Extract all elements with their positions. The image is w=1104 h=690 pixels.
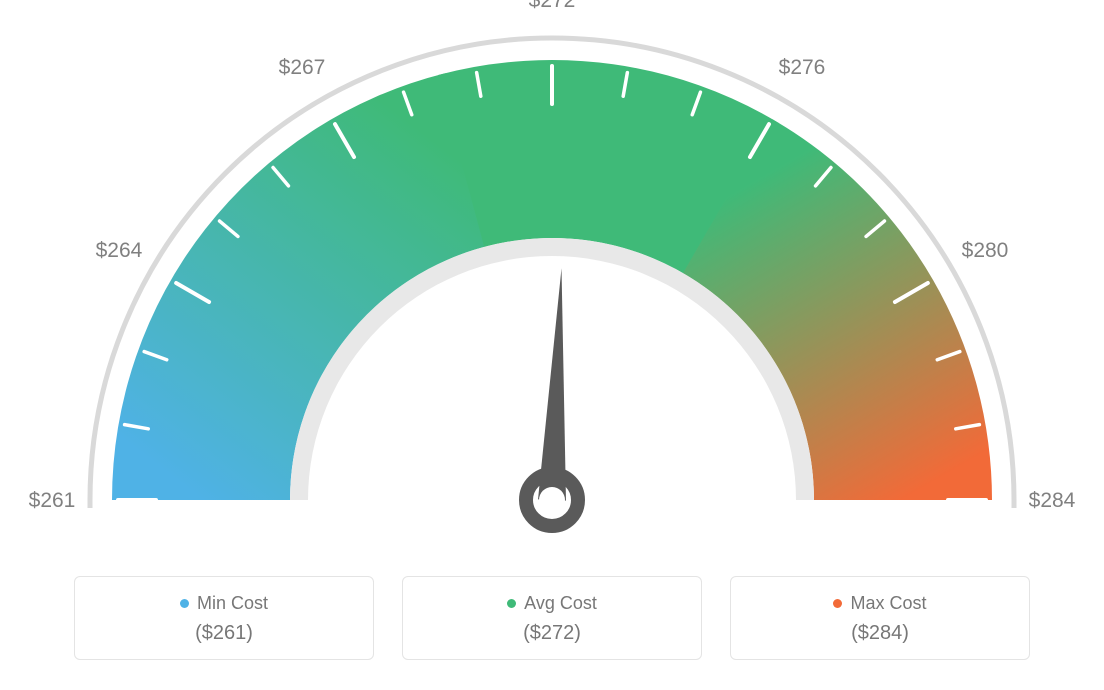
gauge-tick-label: $261 [29,489,76,512]
legend-avg-label: Avg Cost [524,593,597,614]
gauge-tick-label: $280 [962,239,1009,262]
dot-icon [833,599,842,608]
gauge-area: $261 $264 $267 $272 $276 $280 $284 [0,0,1104,560]
legend-row: Min Cost ($261) Avg Cost ($272) Max Cost… [0,576,1104,660]
legend-min-label: Min Cost [197,593,268,614]
dot-icon [180,599,189,608]
dot-icon [507,599,516,608]
gauge-tick-label: $267 [279,56,326,79]
legend-max-value: ($284) [731,622,1029,645]
gauge-cost-chart: $261 $264 $267 $272 $276 $280 $284 Min Cost ($… [0,0,1104,690]
legend-max-label-row: Max Cost [833,593,926,614]
gauge-tick-label: $272 [529,0,576,12]
legend-avg-label-row: Avg Cost [507,593,597,614]
gauge-tick-label: $284 [1029,489,1076,512]
legend-avg-value: ($272) [403,622,701,645]
legend-card-min: Min Cost ($261) [74,576,374,660]
legend-min-value: ($261) [75,622,373,645]
gauge-tick-label: $276 [779,56,826,79]
gauge-tick-label: $264 [96,239,143,262]
legend-max-label: Max Cost [850,593,926,614]
legend-min-label-row: Min Cost [180,593,268,614]
legend-card-avg: Avg Cost ($272) [402,576,702,660]
legend-card-max: Max Cost ($284) [730,576,1030,660]
